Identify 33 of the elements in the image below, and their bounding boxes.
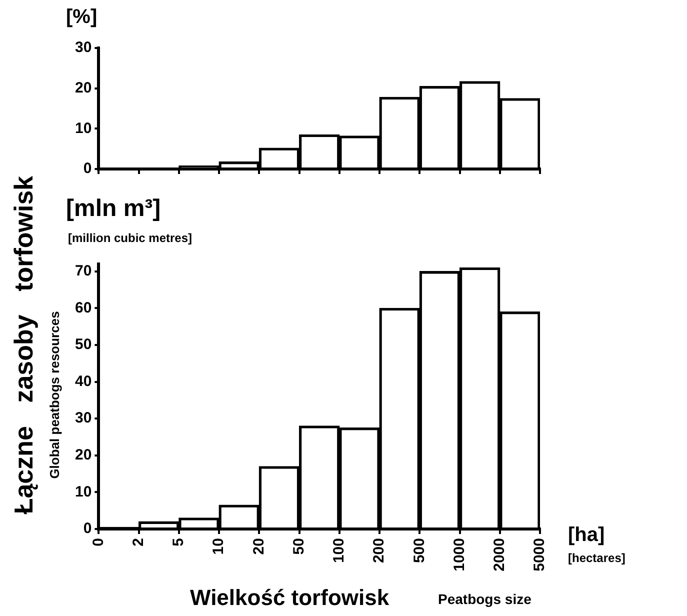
y-tick-label: 0 [83, 520, 92, 538]
y-tick-label: 20 [74, 446, 92, 464]
y-tick-label: 30 [74, 39, 92, 56]
y-tick-label: 0 [83, 160, 92, 178]
text: 200 [370, 538, 388, 564]
y-tick-label: 70 [74, 262, 92, 280]
text: 50 [290, 538, 308, 555]
text: 5000 [531, 538, 548, 572]
text: [mln m³] [66, 195, 161, 222]
text: 100 [330, 538, 348, 564]
text: 10 [210, 538, 228, 555]
y-tick-label: 50 [74, 336, 92, 354]
x-axis-title: Wielkość torfowisk [190, 585, 390, 610]
y-tick-label: 10 [74, 483, 92, 500]
y-tick-label: 30 [74, 410, 92, 427]
y-axis-title: [%] [66, 6, 98, 28]
text: [hectares] [568, 551, 626, 566]
y-tick-label: 10 [74, 120, 92, 137]
text: 1000 [450, 538, 468, 572]
text: Peatbogs size [438, 591, 532, 608]
text: 2000 [491, 538, 508, 572]
y-axis-title: Łączne zasoby torfowisk [8, 176, 39, 514]
y-tick-label: 40 [74, 372, 92, 390]
text: Global peatbogs resources [46, 311, 62, 479]
text: 0 [90, 538, 107, 546]
text: 2 [130, 538, 147, 546]
text: 20 [250, 538, 268, 555]
text: [ha] [568, 524, 605, 546]
text: 500 [410, 538, 428, 564]
text: [million cubic metres] [68, 231, 192, 246]
text: 5 [170, 538, 188, 546]
y-tick-label: 20 [74, 79, 92, 96]
y-tick-label: 60 [74, 299, 92, 316]
